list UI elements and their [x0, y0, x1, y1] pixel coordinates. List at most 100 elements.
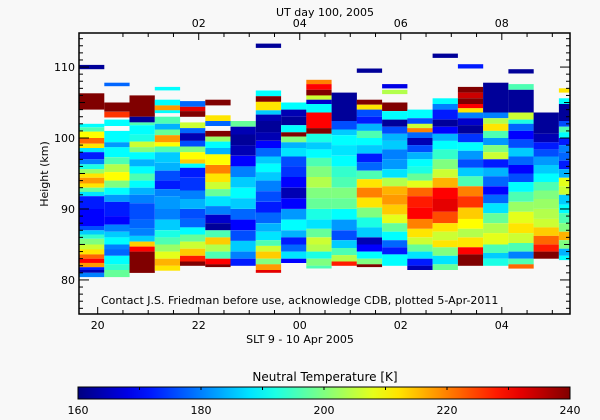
heatmap-cell [382, 214, 408, 224]
heatmap-cell [79, 164, 105, 170]
heatmap-cell [356, 123, 383, 131]
heatmap-cell [382, 140, 408, 150]
heatmap-cell [457, 104, 484, 109]
heatmap-cell [104, 130, 130, 143]
bottom-tick-label: 04 [495, 319, 509, 332]
heatmap-cell [457, 167, 484, 177]
heatmap-cell [407, 128, 433, 133]
heatmap-cell [483, 167, 509, 177]
heatmap-cell [382, 194, 408, 205]
heatmap-cell [129, 194, 155, 204]
heatmap-cell [457, 98, 484, 104]
heatmap-cell [230, 251, 256, 259]
heatmap-cell [79, 234, 105, 239]
y-tick-label: 110 [54, 61, 75, 74]
heatmap-cell [483, 130, 509, 138]
heatmap-cell [306, 166, 332, 177]
heatmap-cell [180, 122, 206, 129]
heatmap-cell [180, 248, 206, 256]
heatmap-cell [331, 177, 357, 188]
heatmap-cell [407, 207, 433, 219]
heatmap-cell [205, 130, 231, 137]
heatmap-cell [281, 209, 307, 220]
heatmap-cell [407, 159, 433, 167]
heatmap-cell [255, 172, 282, 181]
heatmap-cell [129, 159, 155, 167]
heatmap-cell [558, 213, 570, 224]
heatmap-cell [154, 265, 181, 271]
heatmap-cell [356, 153, 383, 163]
heatmap-cell [432, 255, 458, 265]
heatmap-cell [533, 235, 559, 245]
heatmap-cell [255, 180, 282, 192]
heatmap-cell [533, 182, 559, 191]
heatmap-cell [281, 177, 307, 188]
heatmap-cell [129, 219, 155, 229]
heatmap-cell [79, 131, 105, 138]
heatmap-cell [382, 89, 408, 95]
heatmap-cell [205, 165, 231, 174]
heatmap-cell [205, 196, 231, 207]
heatmap-cell [205, 264, 231, 268]
heatmap-cell [508, 173, 534, 182]
heatmap-cell [154, 230, 181, 238]
heatmap-cell [382, 204, 408, 215]
heatmap-cell [180, 152, 206, 160]
heatmap-cell [180, 106, 206, 112]
heatmap-cell [457, 142, 484, 151]
heatmap-cell [331, 198, 357, 209]
heatmap-cell [407, 180, 433, 188]
heatmap-cell [457, 108, 484, 113]
heatmap-cell [79, 254, 105, 259]
heatmap-cell [306, 237, 332, 245]
heatmap-cell [457, 218, 484, 229]
heatmap-cell [382, 111, 408, 120]
heatmap-cell [205, 136, 231, 142]
heatmap-cell [230, 258, 256, 266]
heatmap-cell [306, 112, 332, 129]
heatmap-cell [508, 139, 534, 148]
heatmap-cell [180, 218, 206, 228]
heatmap-cell [457, 118, 484, 126]
heatmap-cell [255, 201, 282, 213]
y-tick-label: 100 [54, 132, 75, 145]
heatmap-cell [407, 187, 433, 197]
heatmap-cell [104, 249, 130, 256]
heatmap-cell [255, 223, 282, 232]
heatmap-cell [154, 99, 181, 106]
heatmap-cell [255, 264, 282, 270]
heatmap-cell [407, 237, 433, 245]
heatmap-cell [483, 118, 509, 124]
heatmap-cell [154, 110, 181, 114]
heatmap-cell [281, 102, 307, 110]
heatmap-cell [154, 162, 181, 171]
heatmap-cell [230, 219, 256, 231]
heatmap-cell [457, 150, 484, 160]
heatmap-cell [281, 125, 307, 133]
heatmap-cell [154, 135, 181, 143]
heatmap-cell [79, 177, 105, 184]
heatmap-cell [432, 187, 458, 200]
heatmap-cell [558, 88, 570, 93]
heatmap-cell [79, 258, 105, 263]
heatmap-cell [154, 105, 181, 111]
heatmap-cell [331, 155, 357, 167]
heatmap-cell [104, 111, 130, 118]
heatmap-cell [79, 226, 105, 231]
heatmap-cell [331, 240, 357, 248]
heatmap-cell [129, 187, 155, 195]
heatmap-cell [483, 112, 509, 119]
heatmap-cell [356, 251, 383, 259]
bottom-axis-label: SLT 9 - 10 Apr 2005 [246, 333, 354, 346]
heatmap-cell [281, 244, 307, 252]
heatmap-cell [508, 130, 534, 140]
heatmap-cell [558, 255, 570, 261]
heatmap-cell [205, 258, 231, 265]
heatmap-cell [281, 132, 307, 137]
heatmap-cell [104, 147, 130, 158]
heatmap-cell [382, 231, 408, 241]
heatmap-cell [407, 251, 433, 259]
heatmap-cell [104, 180, 130, 188]
heatmap-cell [255, 140, 282, 148]
heatmap-cell [79, 159, 105, 165]
